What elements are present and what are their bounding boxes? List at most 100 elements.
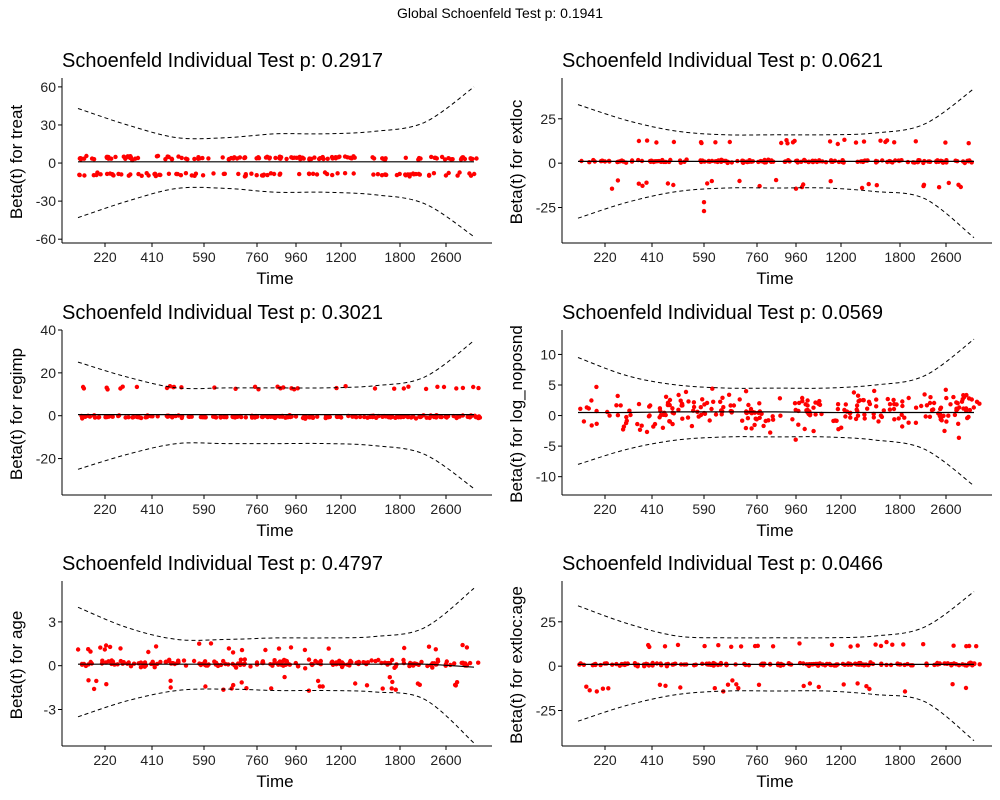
residual-point (313, 658, 318, 664)
residual-point (726, 392, 732, 397)
residual-point (811, 405, 816, 410)
residual-point (269, 686, 274, 691)
residual-point (208, 641, 214, 646)
residual-point (884, 639, 889, 645)
residual-point (853, 416, 859, 422)
residual-point (663, 683, 668, 688)
residual-point (705, 181, 710, 186)
x-tick-label: 590 (192, 249, 216, 265)
x-tick-label: 1200 (325, 752, 356, 768)
residual-point (607, 413, 612, 418)
y-tick-label: -25 (536, 200, 556, 216)
residual-point (315, 678, 321, 684)
residual-point (627, 408, 632, 413)
x-tick-label: 960 (784, 501, 808, 517)
residual-point (943, 387, 948, 392)
residual-point (861, 398, 866, 403)
residual-point (460, 413, 465, 418)
residual-point (273, 155, 278, 161)
residual-point (716, 643, 721, 648)
x-tick-label: 220 (593, 752, 617, 768)
residual-point (435, 657, 440, 662)
residual-point (454, 386, 459, 391)
residual-point (348, 155, 353, 160)
residual-point (78, 157, 84, 162)
residual-point (373, 658, 378, 664)
residual-point (171, 384, 177, 390)
residual-point (701, 200, 707, 205)
residual-point (200, 415, 205, 420)
residual-point (936, 185, 942, 190)
residual-point (606, 686, 611, 691)
residual-point (315, 414, 320, 419)
residual-point (802, 426, 807, 432)
residual-point (892, 417, 897, 422)
y-tick-label: 10 (540, 346, 556, 362)
residual-point (665, 181, 671, 186)
residual-point (685, 415, 691, 420)
residual-point (813, 400, 818, 405)
residual-point (435, 384, 440, 389)
residual-point (718, 158, 723, 163)
residual-point (382, 157, 388, 162)
residual-point (654, 661, 660, 666)
y-tick-label: 0 (48, 155, 56, 171)
x-tick-label: 1200 (825, 249, 856, 265)
x-tick-label: 760 (245, 752, 269, 768)
residual-point (778, 413, 783, 418)
residual-point (691, 662, 697, 668)
residual-point (683, 389, 689, 395)
residual-point (942, 428, 947, 434)
residual-point (670, 406, 675, 411)
residual-point (372, 386, 378, 391)
residual-point (770, 414, 775, 419)
y-tick-label: 25 (540, 111, 556, 127)
residual-point (467, 660, 473, 666)
residual-point (720, 395, 725, 400)
residual-point (702, 643, 707, 649)
residual-point (336, 414, 341, 419)
residual-point (594, 421, 599, 426)
residual-point (594, 689, 599, 694)
residual-point (792, 401, 798, 406)
residual-point (352, 155, 357, 160)
residual-point (139, 173, 144, 178)
residual-point (337, 659, 342, 664)
residual-point (476, 660, 481, 665)
residual-point (387, 414, 393, 420)
residual-point (853, 661, 858, 666)
residual-point (864, 684, 869, 689)
x-tick-label: 1800 (884, 752, 915, 768)
residual-point (874, 404, 879, 409)
residual-point (887, 407, 893, 412)
residual-point (800, 399, 805, 404)
residual-point (862, 412, 867, 417)
residual-point (725, 682, 731, 687)
residual-point (110, 414, 115, 419)
residual-point (326, 646, 331, 651)
residual-point (801, 661, 806, 666)
residual-point (944, 395, 949, 401)
panel-title: Schoenfeld Individual Test p: 0.0569 (562, 302, 883, 324)
residual-point (974, 399, 980, 404)
residual-point (770, 644, 776, 649)
residual-point (233, 386, 238, 391)
residual-point (578, 406, 583, 411)
residual-point (256, 155, 261, 160)
x-tick-label: 960 (784, 249, 808, 265)
residual-point (439, 414, 444, 420)
residual-point (106, 659, 111, 664)
residual-point (218, 662, 224, 668)
residual-point (221, 171, 226, 177)
residual-point (677, 158, 683, 163)
residual-point (380, 686, 385, 691)
residual-point (899, 412, 904, 417)
residual-point (333, 155, 338, 160)
residual-point (128, 664, 134, 669)
residual-point (107, 644, 113, 650)
smoothed-beta-line (577, 411, 974, 414)
residual-point (589, 398, 594, 403)
residual-point (277, 172, 282, 177)
residual-point (146, 649, 151, 655)
residual-point (405, 414, 411, 420)
